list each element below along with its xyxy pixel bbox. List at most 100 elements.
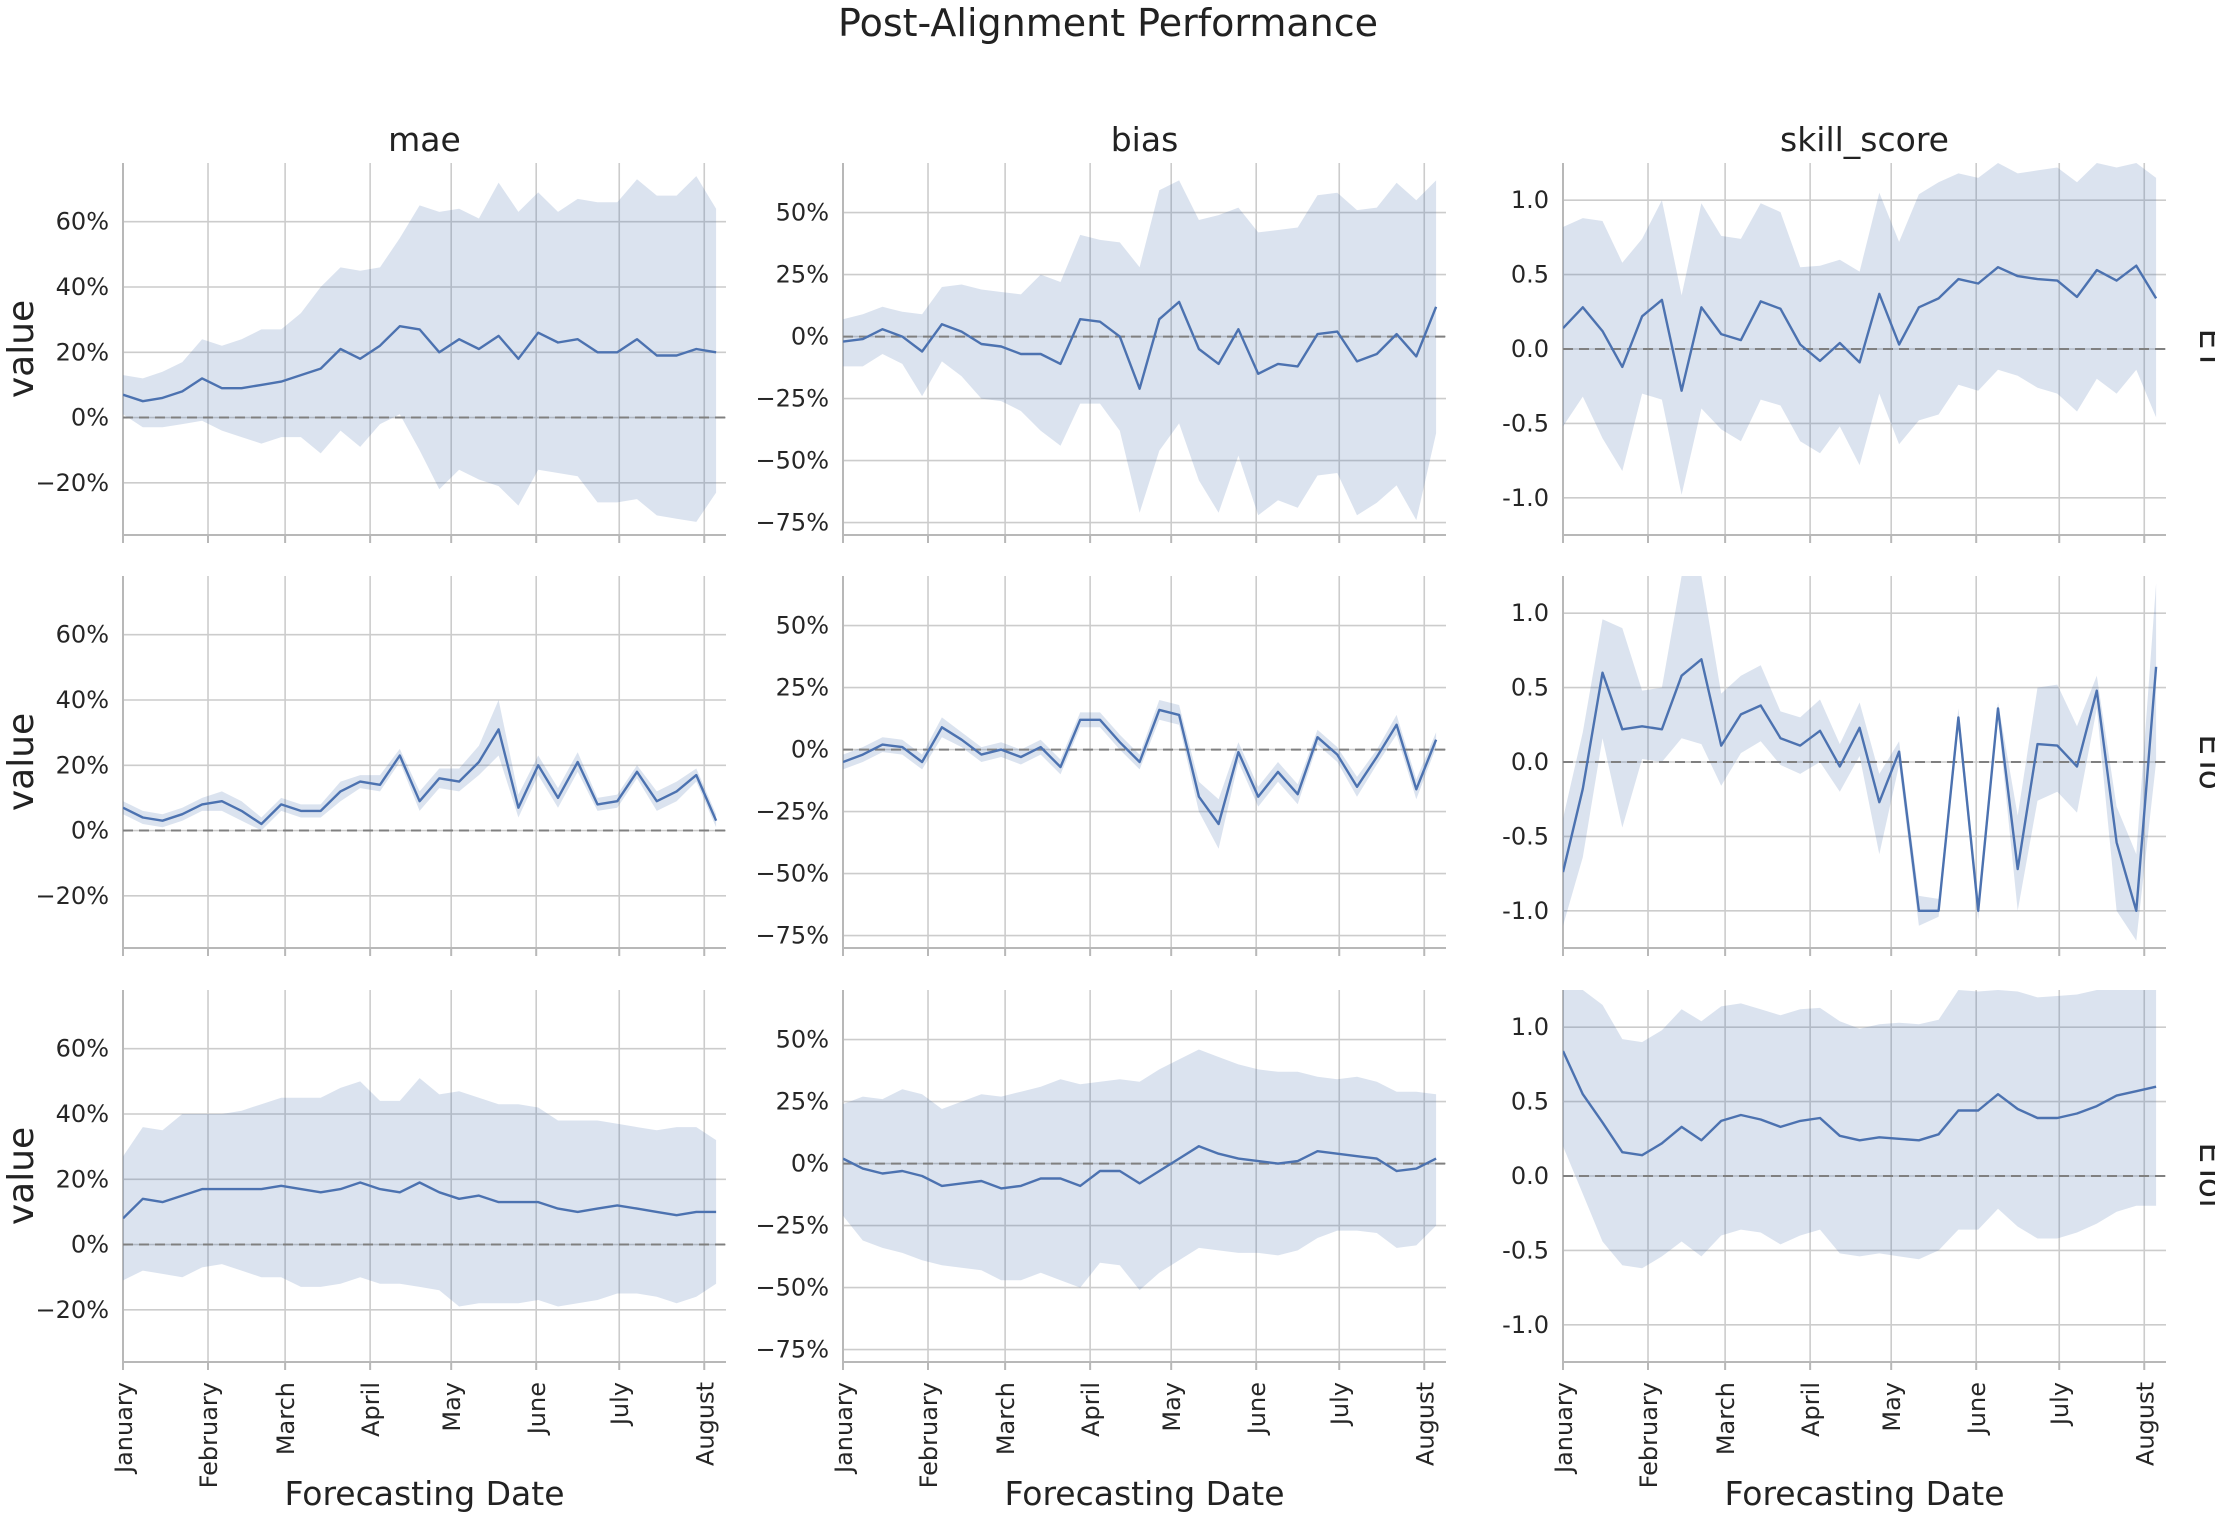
y-tick-label: -0.5 [1502,1236,1549,1264]
y-tick-label: 0.0 [1511,748,1549,776]
y-tick-label: −75% [756,1336,829,1364]
series-line [123,728,718,826]
x-tick-label: June [1243,1382,1271,1436]
y-tick-label: 40% [56,1100,109,1128]
series-line [123,1181,717,1220]
x-tick-label: February [1635,1382,1663,1488]
series-line [843,708,1438,826]
y-tick-label: 20% [56,1165,109,1193]
x-tick-label: April [1797,1382,1825,1437]
x-tick-label: April [357,1382,385,1437]
x-tick-label: January [1550,1382,1578,1475]
y-tick-label: -0.5 [1502,822,1549,850]
y-tick-label: −50% [756,447,829,475]
x-tick-label: August [691,1382,719,1466]
y-tick-label: -1.0 [1502,484,1549,512]
y-tick-label: 0% [71,404,109,432]
y-tick-label: −25% [756,798,829,826]
y-tick-label: 25% [776,674,829,702]
x-tick-label: July [2046,1382,2074,1427]
y-tick-label: 50% [776,612,829,640]
confidence-band [843,180,1437,521]
y-tick-label: -1.0 [1502,897,1549,925]
x-tick-label: June [523,1382,551,1436]
confidence-band [843,700,1437,849]
y-tick-label: 0% [71,1231,109,1259]
x-tick-label: July [1326,1382,1354,1427]
y-tick-label: 0.5 [1511,674,1549,702]
confidence-band [123,700,717,831]
y-tick-label: -0.5 [1502,409,1549,437]
x-axis-label: Forecasting Date [1004,1474,1284,1513]
y-tick-label: 1.0 [1511,186,1549,214]
x-tick-label: August [2131,1382,2159,1466]
y-axis-label: value [1,713,42,811]
series-line [1563,658,2158,912]
y-tick-label: −20% [36,469,109,497]
y-tick-label: 0% [791,736,829,764]
column-title: bias [1111,120,1179,159]
y-tick-label: 20% [56,751,109,779]
y-tick-label: 0% [71,817,109,845]
confidence-band [123,176,717,522]
confidence-band [1563,163,2157,495]
x-tick-label: May [1878,1382,1906,1432]
x-tick-label: February [195,1382,223,1488]
y-tick-label: -1.0 [1502,1311,1549,1339]
y-tick-label: 40% [56,273,109,301]
figure-title: Post-Alignment Performance [838,1,1378,45]
column-title: skill_score [1780,120,1949,159]
x-tick-label: January [110,1382,138,1475]
series-line [1563,264,2158,392]
y-tick-label: 25% [776,1088,829,1116]
x-tick-label: March [272,1382,300,1455]
y-tick-label: −75% [756,509,829,537]
series-line [843,300,1438,390]
y-tick-label: −20% [36,1296,109,1324]
y-tick-label: 1.0 [1511,599,1549,627]
x-tick-label: May [1158,1382,1186,1432]
y-axis-label: value [1,300,42,398]
confidence-band [1563,576,2157,941]
x-tick-label: June [1963,1382,1991,1436]
x-tick-label: April [1077,1382,1105,1437]
y-tick-label: 1.0 [1511,1013,1549,1041]
x-tick-label: March [992,1382,1020,1455]
row-label: ETo [2192,734,2215,790]
y-tick-label: −25% [756,385,829,413]
x-tick-label: July [606,1382,634,1427]
y-tick-label: 50% [776,1026,829,1054]
y-tick-label: −25% [756,1212,829,1240]
y-tick-label: 40% [56,686,109,714]
column-title: mae [388,120,461,159]
y-tick-label: 0.0 [1511,335,1549,363]
y-tick-label: −50% [756,860,829,888]
x-tick-label: May [438,1382,466,1432]
y-tick-label: 0.5 [1511,261,1549,289]
row-label: ET [2192,328,2215,370]
y-tick-label: −75% [756,922,829,950]
y-tick-label: 0% [791,323,829,351]
x-tick-label: August [1411,1382,1439,1466]
confidence-band [1563,990,2157,1269]
x-tick-label: February [915,1382,943,1488]
y-tick-label: 0.0 [1511,1162,1549,1190]
row-label: ETof [2192,1142,2215,1211]
confidence-band [123,1078,717,1307]
confidence-band [843,1049,1437,1291]
series-line [1563,1050,2157,1157]
x-axis-label: Forecasting Date [284,1474,564,1513]
y-tick-label: 0.5 [1511,1088,1549,1116]
series-line [843,1144,1437,1190]
series-line [123,325,717,403]
x-tick-label: January [830,1382,858,1475]
y-tick-label: 60% [56,621,109,649]
y-tick-label: 50% [776,199,829,227]
y-tick-label: 60% [56,1035,109,1063]
x-tick-label: March [1712,1382,1740,1455]
y-tick-label: 25% [776,261,829,289]
y-tick-label: −50% [756,1274,829,1302]
y-tick-label: 60% [56,208,109,236]
y-tick-label: 0% [791,1150,829,1178]
